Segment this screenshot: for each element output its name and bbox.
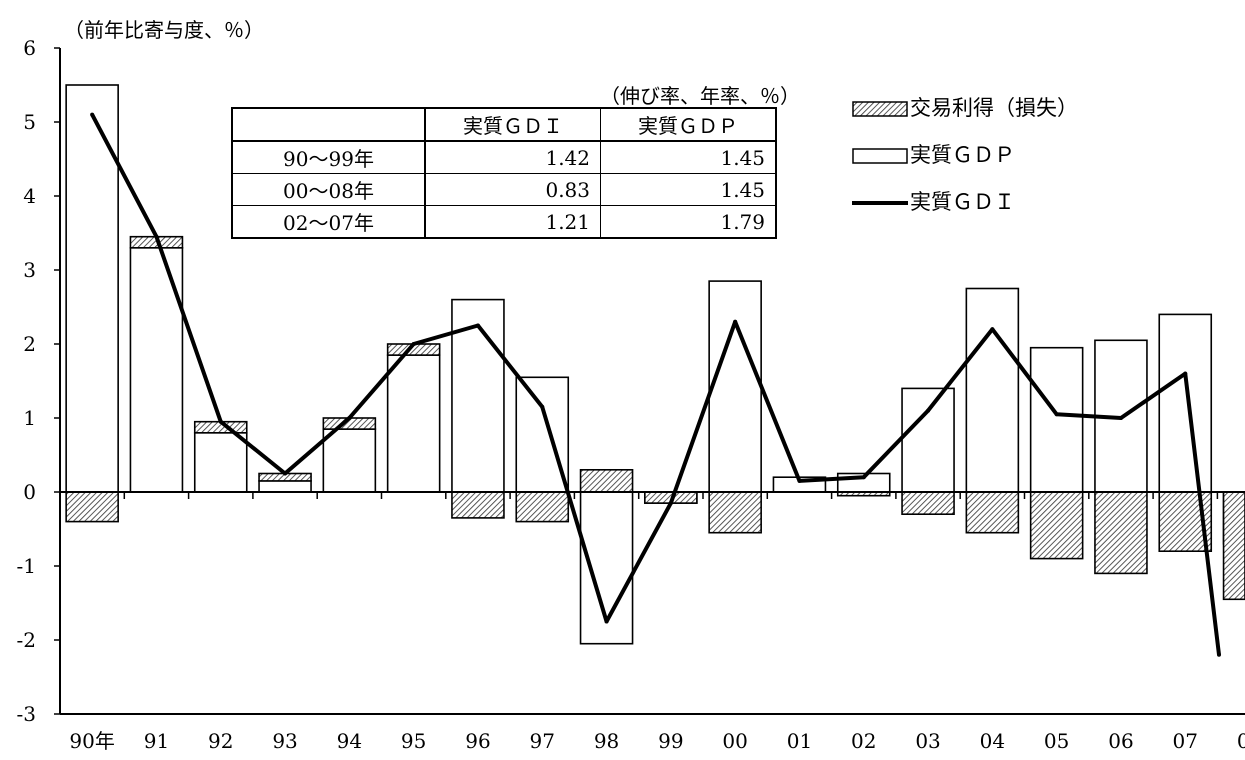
bars-group — [65, 84, 1245, 645]
x-tick-label: 97 — [530, 729, 555, 753]
y-tick-label: -3 — [17, 702, 36, 726]
table-header-blank — [231, 107, 426, 142]
legend-label: 交易利得（損失） — [910, 96, 1078, 120]
axes-group — [54, 47, 1245, 715]
y-tick-label: -1 — [17, 554, 36, 578]
terms-of-trade-bar — [901, 491, 955, 516]
table-cell-gdp: 1.45 — [600, 140, 777, 174]
legend-label: 実質ＧＤＰ — [910, 143, 1015, 167]
table-cell-gdi: 1.21 — [424, 205, 601, 239]
terms-of-trade-bar — [65, 491, 119, 523]
gdi-point — [926, 408, 931, 413]
table-row-label: 90〜99年 — [231, 140, 426, 174]
gdp-bar — [386, 354, 441, 493]
gdp-bar — [193, 431, 248, 493]
table-row: 00〜08年 0.83 1.45 — [231, 173, 777, 206]
y-tick-label: 2 — [23, 332, 36, 356]
y-tick-label: 6 — [23, 36, 36, 60]
growth-rate-table: 実質ＧＤＩ 実質ＧＤＰ 90〜99年 1.42 1.45 00〜08年 0.83… — [231, 107, 777, 239]
line-swatch-icon — [852, 201, 908, 205]
y-tick-label: 0 — [23, 480, 36, 504]
gdp-bar — [965, 287, 1020, 493]
gdi-point — [797, 478, 802, 483]
gdp-bar — [1029, 346, 1084, 493]
table-cell-gdp: 1.45 — [600, 173, 777, 206]
y-tick-label: 5 — [23, 110, 36, 134]
x-tick-label: 03 — [915, 729, 940, 753]
x-tick-label: 94 — [337, 729, 362, 753]
gdi-point — [1054, 412, 1059, 417]
gdp-bar — [65, 84, 119, 493]
terms-of-trade-bar — [1222, 491, 1245, 601]
x-tick-label: 00 — [722, 729, 747, 753]
x-tick-label: 93 — [272, 729, 297, 753]
x-tick-label: 01 — [787, 729, 812, 753]
x-tick-label: 05 — [1044, 729, 1069, 753]
table-header-row: 実質ＧＤＩ 実質ＧＤＰ — [231, 107, 777, 142]
gdi-point — [411, 342, 416, 346]
x-tick-label: 08 — [1237, 729, 1245, 753]
x-tick-label: 99 — [658, 729, 683, 753]
y-tick-label: -2 — [17, 628, 36, 652]
gdi-point — [604, 619, 609, 624]
table-row-label: 02〜07年 — [231, 205, 426, 239]
x-tick-label: 04 — [980, 729, 1005, 753]
gdp-bar — [708, 280, 762, 493]
gdi-point — [154, 234, 159, 239]
table-cell-gdi: 0.83 — [424, 173, 601, 206]
legend-label: 実質ＧＤＩ — [910, 190, 1015, 214]
terms-of-trade-bar — [1094, 491, 1148, 575]
gdi-point — [540, 404, 545, 409]
x-tick-label: 07 — [1173, 729, 1198, 753]
table-row-label: 00〜08年 — [231, 173, 426, 206]
table-row: 90〜99年 1.42 1.45 — [231, 140, 777, 174]
terms-of-trade-bar — [451, 491, 505, 519]
terms-of-trade-bar — [965, 491, 1020, 534]
gdi-point — [1217, 652, 1221, 657]
x-tick-label: 90年 — [69, 729, 114, 753]
gdp-bar — [1158, 313, 1213, 493]
outline-bar-swatch-icon — [852, 148, 908, 164]
gdi-point — [283, 471, 288, 476]
gdi-point — [218, 419, 223, 424]
gdi-point — [1118, 416, 1123, 420]
x-tick-label: 95 — [401, 729, 426, 753]
table-caption: （伸び率、年率、％） — [600, 84, 800, 108]
y-unit-label: （前年比寄与度、％） — [64, 18, 264, 42]
gdp-bar — [901, 387, 955, 493]
table-cell-gdi: 1.42 — [424, 140, 601, 174]
x-tick-label: 96 — [465, 729, 490, 753]
x-tick-label: 92 — [208, 729, 233, 753]
terms-of-trade-bar — [708, 491, 762, 534]
gdi-line-group — [90, 112, 1221, 657]
y-tick-label: 1 — [23, 406, 36, 430]
x-tick-label: 06 — [1108, 729, 1133, 753]
gdi-point — [347, 416, 352, 420]
x-tick-label: 02 — [851, 729, 876, 753]
gdi-point — [90, 112, 95, 117]
gdi-point — [668, 501, 673, 506]
x-tick-label: 91 — [144, 729, 169, 753]
gdi-point — [475, 323, 480, 328]
gdi-point — [861, 475, 866, 480]
y-tick-label: 3 — [23, 258, 36, 282]
gdp-bar — [515, 376, 570, 493]
gdi-point — [1183, 371, 1188, 376]
table-row: 02〜07年 1.21 1.79 — [231, 205, 777, 239]
table-cell-gdp: 1.79 — [600, 205, 777, 239]
table-header-gdi: 実質ＧＤＩ — [424, 107, 601, 142]
terms-of-trade-bar — [1029, 491, 1084, 560]
hatched-bar-swatch-icon — [852, 101, 908, 117]
terms-of-trade-bar — [579, 468, 634, 493]
y-tick-label: 4 — [23, 184, 36, 208]
tick-labels-group: 6 5 4 3 2 1 0 -1 -2 -3 90年 91 92 93 94 95 96 97 98 99 00 01 02… — [17, 36, 1245, 753]
gdp-bar — [322, 428, 377, 493]
gdi-point — [733, 319, 738, 324]
gdi-point — [990, 327, 995, 332]
table-header-gdp: 実質ＧＤＰ — [600, 107, 777, 142]
x-tick-label: 98 — [594, 729, 619, 753]
terms-of-trade-bar — [515, 491, 570, 523]
gdp-bar — [258, 480, 312, 493]
